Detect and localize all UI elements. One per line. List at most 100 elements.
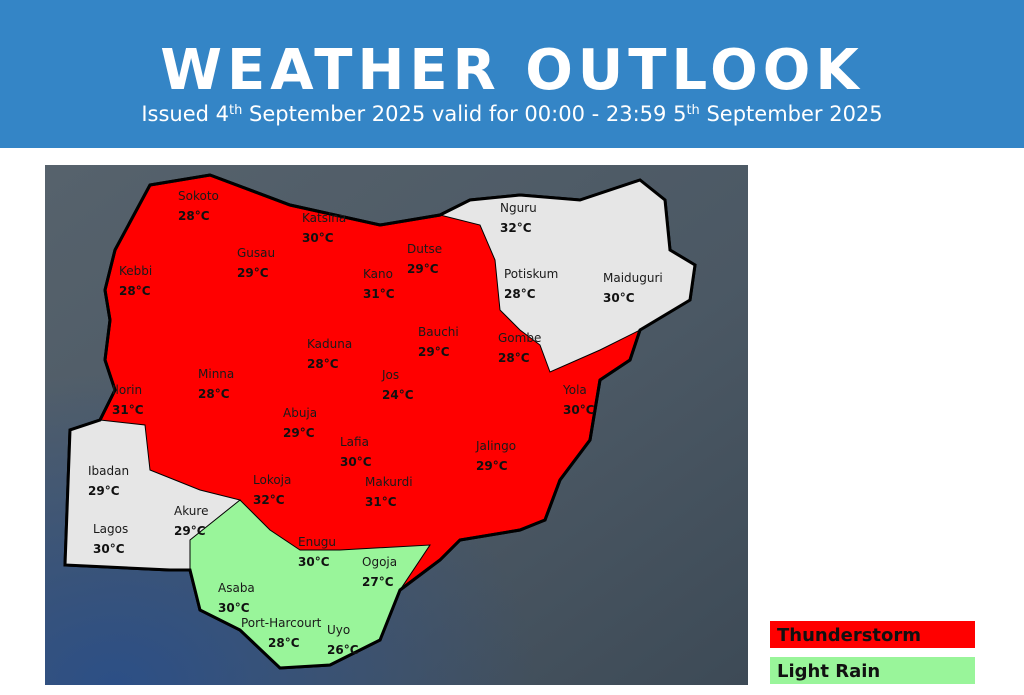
city-name: Kano <box>363 267 393 281</box>
city: Gombe 28°C <box>498 331 541 365</box>
city-name: Kaduna <box>307 337 352 351</box>
city-name: Dutse <box>407 242 442 256</box>
city-name: Bauchi <box>418 325 459 339</box>
title: WEATHER OUTLOOK <box>160 38 864 103</box>
legend-label: Light Rain <box>777 661 880 682</box>
city-temp: 29°C <box>237 266 269 280</box>
city: Jalingo 29°C <box>475 439 516 473</box>
city-name: Gusau <box>237 246 275 260</box>
city: Lagos 30°C <box>93 522 128 556</box>
city-temp: 31°C <box>363 287 395 301</box>
superscript: th <box>229 103 242 118</box>
city: Yola 30°C <box>562 383 595 417</box>
city-name: Kebbi <box>119 264 152 278</box>
city-labels: Sokoto 28°C Katsina 30°C Gusau 29°C Dutse 29°C K… <box>88 189 663 657</box>
city: Enugu 30°C <box>298 535 336 569</box>
city-name: Nguru <box>500 201 537 215</box>
city-temp: 30°C <box>340 455 372 469</box>
city: Lafia 30°C <box>340 435 372 469</box>
city: Ogoja 27°C <box>362 555 397 589</box>
city-name: Potiskum <box>504 267 558 281</box>
city-temp: 28°C <box>307 357 339 371</box>
subtitle-part: September 2025 <box>700 102 883 126</box>
city: Kano 31°C <box>363 267 395 301</box>
map <box>45 165 748 685</box>
city: Ilorin 31°C <box>112 383 144 417</box>
city: Makurdi 31°C <box>365 475 413 509</box>
legend-swatch <box>770 657 975 684</box>
city: Gusau 29°C <box>237 246 275 280</box>
city: Potiskum 28°C <box>504 267 558 301</box>
city-temp: 30°C <box>298 555 330 569</box>
city-name: Port-Harcourt <box>241 616 322 630</box>
city-name: Minna <box>198 367 234 381</box>
city-name: Makurdi <box>365 475 413 489</box>
city-temp: 29°C <box>476 459 508 473</box>
city: Bauchi 29°C <box>418 325 459 359</box>
city: Kaduna 28°C <box>307 337 352 371</box>
city: Maiduguri 30°C <box>603 271 663 305</box>
city-temp: 28°C <box>504 287 536 301</box>
city-temp: 32°C <box>253 493 285 507</box>
city-temp: 28°C <box>268 636 300 650</box>
city-temp: 30°C <box>93 542 125 556</box>
city-name: Katsina <box>302 211 346 225</box>
city-name: Lokoja <box>253 473 291 487</box>
city: Kebbi 28°C <box>119 264 152 298</box>
city-name: Lafia <box>340 435 369 449</box>
city-name: Ibadan <box>88 464 129 478</box>
city: Port-Harcourt 28°C <box>241 616 322 650</box>
city-temp: 26°C <box>327 643 359 657</box>
city-name: Ilorin <box>112 383 142 397</box>
city: Dutse 29°C <box>407 242 442 276</box>
city-temp: 28°C <box>198 387 230 401</box>
city-temp: 30°C <box>302 231 334 245</box>
city-name: Akure <box>174 504 208 518</box>
city-name: Lagos <box>93 522 128 536</box>
city-temp: 28°C <box>498 351 530 365</box>
legend: Thunderstorm Light Rain <box>770 621 975 684</box>
city-temp: 30°C <box>563 403 595 417</box>
legend-label: Thunderstorm <box>777 625 921 646</box>
city-temp: 29°C <box>407 262 439 276</box>
city-name: Ogoja <box>362 555 397 569</box>
city-name: Yola <box>562 383 587 397</box>
city-name: Sokoto <box>178 189 219 203</box>
city-temp: 29°C <box>174 524 206 538</box>
city-temp: 31°C <box>112 403 144 417</box>
city-name: Uyo <box>327 623 350 637</box>
city-name: Abuja <box>283 406 317 420</box>
city-temp: 30°C <box>603 291 635 305</box>
city: Sokoto 28°C <box>178 189 219 223</box>
city-temp: 24°C <box>382 388 414 402</box>
city: Akure 29°C <box>174 504 208 538</box>
city-name: Gombe <box>498 331 541 345</box>
city: Katsina 30°C <box>302 211 346 245</box>
city: Asaba 30°C <box>218 581 255 615</box>
city: Abuja 29°C <box>283 406 317 440</box>
city-temp: 28°C <box>178 209 210 223</box>
city-name: Jos <box>381 368 399 382</box>
city-temp: 29°C <box>283 426 315 440</box>
city-temp: 30°C <box>218 601 250 615</box>
country-outline <box>63 173 697 670</box>
city-temp: 29°C <box>418 345 450 359</box>
city: Ibadan 29°C <box>88 464 129 498</box>
city: Jos 24°C <box>381 368 414 402</box>
city-name: Enugu <box>298 535 336 549</box>
city: Lokoja 32°C <box>253 473 291 507</box>
city-temp: 32°C <box>500 221 532 235</box>
subtitle-part: September 2025 valid for 00:00 - 23:59 5 <box>242 102 686 126</box>
city-name: Asaba <box>218 581 255 595</box>
superscript: th <box>686 103 699 118</box>
city-name: Jalingo <box>475 439 516 453</box>
subtitle: Issued 4th September 2025 valid for 00:0… <box>141 102 882 126</box>
header-bar <box>0 0 1024 148</box>
city: Minna 28°C <box>198 367 234 401</box>
city-name: Maiduguri <box>603 271 663 285</box>
city-temp: 29°C <box>88 484 120 498</box>
legend-swatch <box>770 621 975 648</box>
city-temp: 31°C <box>365 495 397 509</box>
